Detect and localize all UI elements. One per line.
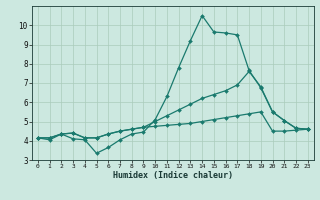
X-axis label: Humidex (Indice chaleur): Humidex (Indice chaleur): [113, 171, 233, 180]
